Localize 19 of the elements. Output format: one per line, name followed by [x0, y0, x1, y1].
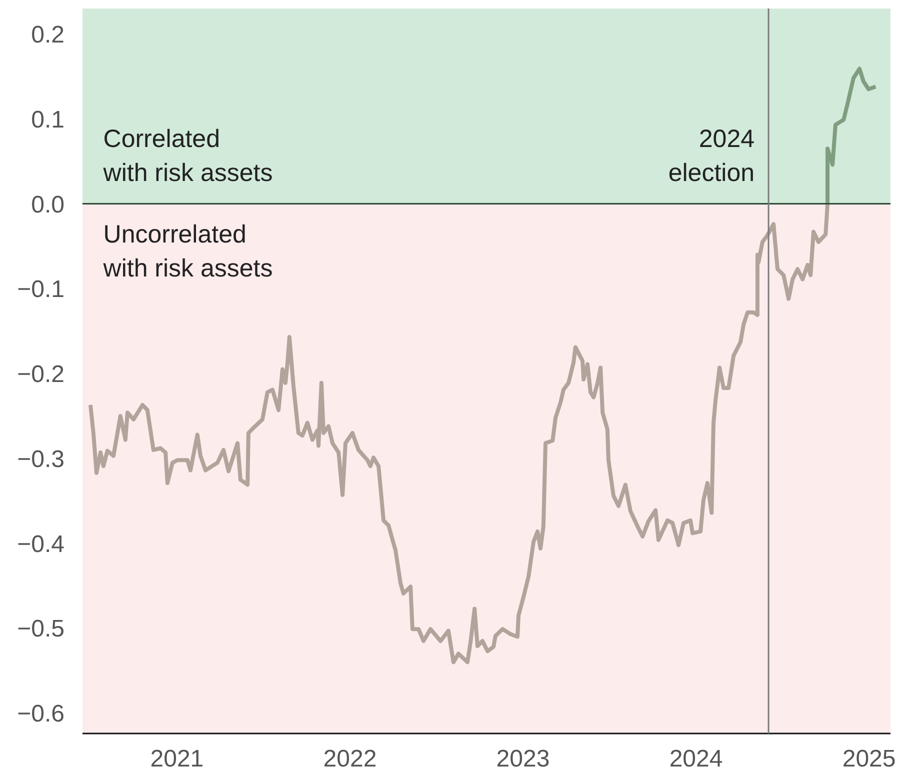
y-tick-label: 0.2 — [31, 21, 65, 48]
band-label: Uncorrelated with risk assets — [102, 220, 273, 282]
ref-line-label: 2024 election — [668, 125, 755, 187]
x-tick-label: 2021 — [150, 746, 204, 772]
y-tick-label: −0.3 — [17, 446, 65, 473]
y-tick-label: −0.5 — [17, 616, 65, 643]
y-tick-label: −0.4 — [17, 530, 65, 558]
x-tick-label: 2023 — [496, 746, 550, 772]
y-tick-label: −0.6 — [17, 700, 65, 728]
x-tick-label: 2022 — [323, 746, 377, 772]
y-tick-label: 0.0 — [31, 191, 65, 218]
x-tick-label: 2024 — [669, 746, 723, 772]
y-tick-label: 0.1 — [31, 106, 65, 134]
y-tick-label: −0.2 — [17, 361, 65, 388]
line-series — [88, 202, 830, 664]
x-tick-label: 2025 — [842, 746, 896, 772]
band-label: Correlated with risk assets — [102, 125, 273, 187]
y-tick-label: −0.1 — [17, 276, 65, 304]
line-series — [826, 66, 878, 206]
